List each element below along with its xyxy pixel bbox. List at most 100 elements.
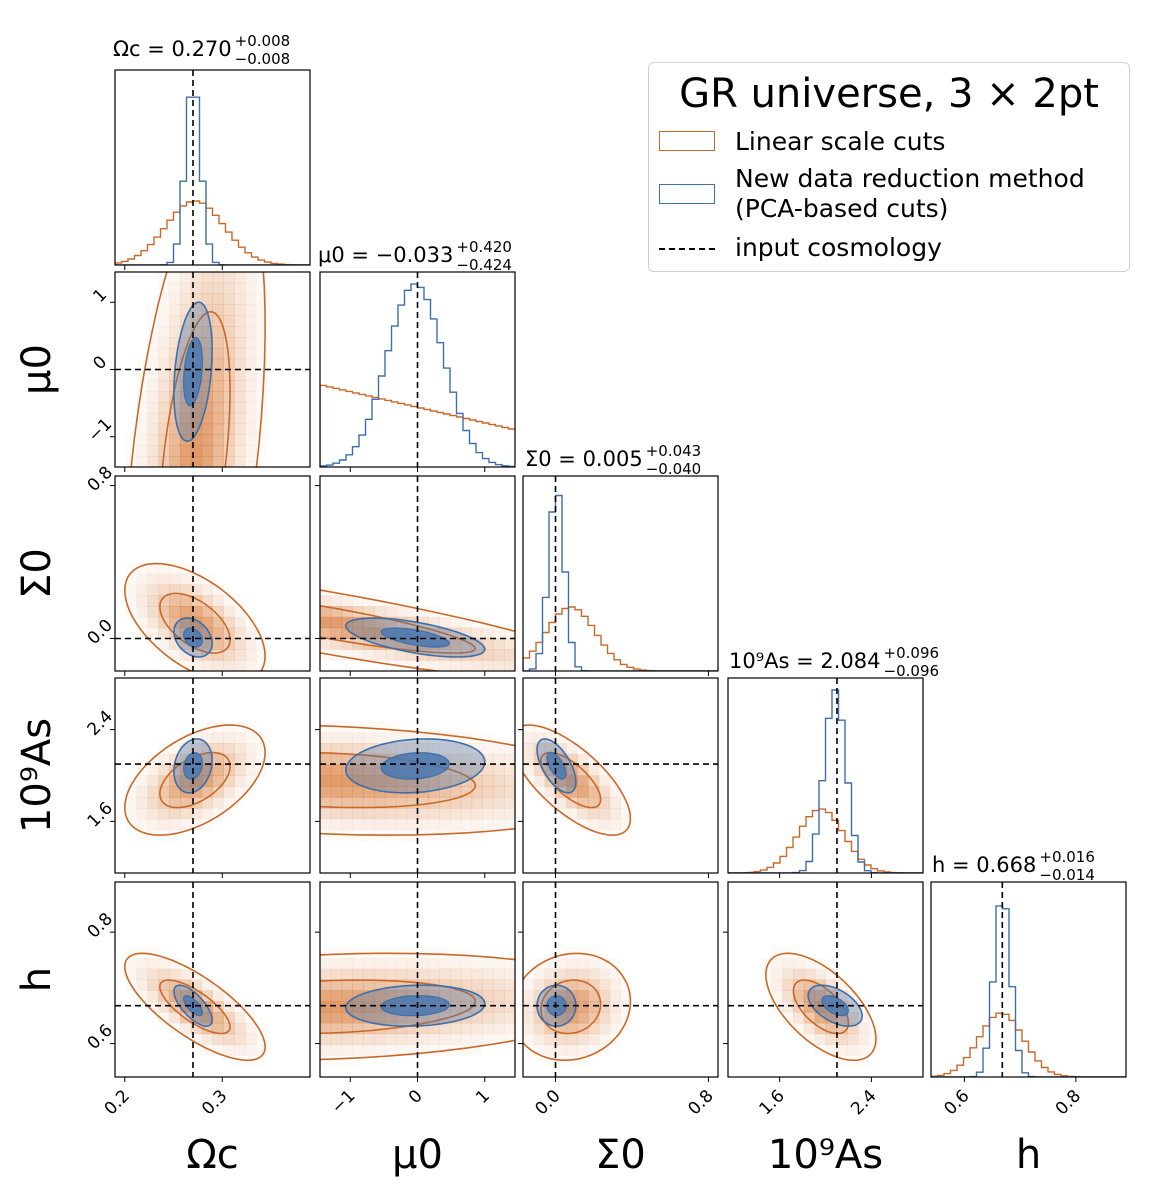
density-cell: [201, 412, 213, 425]
density-cell: [533, 775, 546, 787]
density-cell: [158, 326, 170, 338]
density-cell: [460, 638, 473, 650]
contour-linear-1sigma: [320, 752, 477, 809]
density-cell: [460, 990, 473, 1002]
density-cell: [341, 1044, 353, 1056]
density-cell: [180, 595, 192, 607]
density-cell: [450, 753, 462, 766]
density-cell: [158, 434, 170, 446]
density-cell: [201, 315, 213, 327]
density-cell: [471, 797, 483, 809]
density-cell: [395, 808, 408, 820]
density-cell: [169, 412, 181, 425]
density-cell: [450, 957, 462, 970]
density-cell: [245, 743, 257, 755]
density-cell: [460, 818, 473, 831]
density-cell: [374, 1033, 386, 1045]
density-cell: [577, 1022, 589, 1035]
density-cell: [352, 753, 364, 766]
density-cell: [169, 315, 181, 327]
density-cell: [255, 753, 268, 766]
x-axis-label-Sig: Σ0: [595, 1132, 646, 1178]
density-cell: [255, 1033, 268, 1045]
density-cell: [504, 775, 515, 787]
density-cell: [234, 412, 246, 425]
density-cell: [609, 818, 621, 831]
density-cell: [180, 775, 192, 787]
density-cell: [223, 797, 235, 809]
density-cell: [588, 990, 600, 1002]
density-cell: [234, 358, 246, 370]
density-cell: [771, 979, 783, 991]
density-cell: [234, 326, 246, 338]
density-cell: [609, 979, 621, 991]
density-cell: [136, 391, 148, 403]
density-cell: [169, 1012, 181, 1024]
density-cell: [504, 818, 515, 831]
density-cell: [223, 732, 235, 744]
density-cell: [374, 1022, 386, 1035]
density-cell: [190, 808, 203, 820]
density-cell: [223, 595, 235, 607]
histogram-linear-As: [728, 808, 923, 873]
density-cell: [147, 434, 159, 446]
density-cell: [450, 743, 462, 755]
density-cell: [417, 1022, 429, 1035]
density-cell: [450, 947, 461, 958]
y-axis-label-Sig: Σ0: [14, 548, 60, 599]
density-cell: [566, 764, 578, 776]
density-cell: [363, 732, 375, 744]
density-cell: [158, 606, 170, 618]
density-cell: [255, 304, 268, 316]
density-cell: [385, 957, 397, 970]
density-cell: [190, 968, 203, 980]
density-cell: [782, 957, 794, 970]
density-cell: [460, 649, 473, 661]
density-cell: [180, 732, 192, 744]
density-cell: [147, 775, 159, 787]
density-cell: [330, 1022, 343, 1035]
density-cell: [609, 797, 621, 809]
density-cell: [460, 627, 473, 639]
density-cell: [245, 293, 257, 305]
density-cell: [577, 753, 589, 766]
density-cell: [158, 315, 170, 327]
density-cell: [533, 1044, 546, 1056]
density-cell: [482, 638, 494, 650]
density-cell: [588, 1022, 600, 1035]
density-cell: [169, 456, 181, 467]
density-cell: [428, 743, 440, 755]
density-cell: [125, 573, 138, 585]
density-cell: [256, 424, 267, 435]
panel-title-h: h = 0.668 +0.016−0.014: [932, 848, 1095, 884]
density-cell: [471, 627, 483, 639]
density-cell: [363, 786, 375, 798]
density-cell: [493, 753, 505, 766]
density-cell: [169, 445, 181, 457]
density-cell: [320, 1044, 332, 1056]
contour-pca-1sigma: [380, 627, 450, 648]
density-cell: [255, 638, 268, 650]
density-cell: [471, 990, 483, 1002]
density-cell: [212, 369, 224, 381]
density-cell: [180, 337, 192, 349]
density-cell: [180, 293, 192, 305]
density-cell: [201, 293, 213, 305]
density-cell: [439, 1033, 451, 1045]
density-cell: [406, 660, 418, 671]
density-cell: [212, 304, 224, 316]
density-cell: [439, 616, 451, 629]
density-cell: [471, 979, 483, 991]
density-cell: [330, 595, 343, 607]
density-cell: [255, 743, 268, 755]
density-cell: [363, 979, 375, 991]
density-cell: [201, 595, 213, 607]
density-cell: [868, 1044, 881, 1056]
panel-title-minus: −0.014: [1039, 866, 1095, 884]
density-cell: [180, 808, 192, 820]
x-tick-label-As: 1.6: [756, 1086, 789, 1119]
density-cell: [158, 347, 170, 360]
density-cell: [341, 797, 353, 809]
density-cell: [482, 808, 494, 820]
density-cell: [320, 753, 332, 766]
